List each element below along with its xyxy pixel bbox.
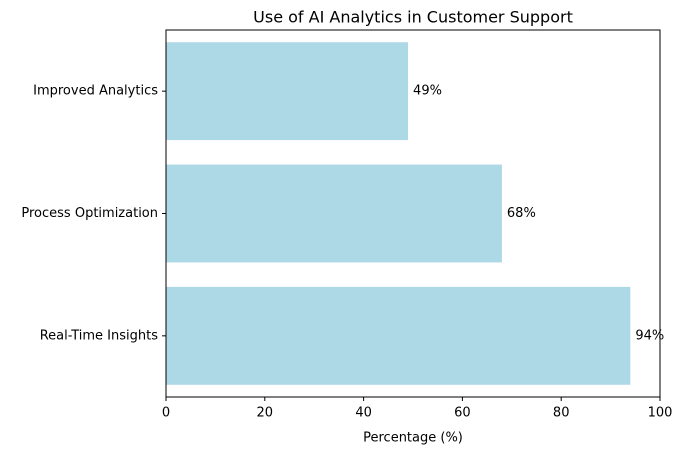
y-tick-label: Real-Time Insights (40, 328, 159, 343)
x-tick-label: 0 (162, 406, 170, 421)
x-tick-label: 60 (454, 406, 471, 421)
x-tick-label: 40 (355, 406, 372, 421)
plot-frame (165, 29, 661, 398)
value-label: 68% (507, 206, 536, 221)
x-tick-label: 80 (553, 406, 570, 421)
x-tick-label: 20 (257, 406, 274, 421)
bar (166, 164, 502, 263)
y-tick-label: Improved Analytics (33, 84, 158, 99)
chart-title: Use of AI Analytics in Customer Support (253, 8, 573, 27)
bar (166, 286, 631, 385)
value-label: 94% (635, 328, 664, 343)
value-label: 49% (413, 84, 442, 99)
bar (166, 42, 409, 141)
x-axis-label: Percentage (%) (363, 431, 463, 446)
x-tick-label: 100 (648, 406, 673, 421)
y-tick-label: Process Optimization (21, 206, 158, 221)
